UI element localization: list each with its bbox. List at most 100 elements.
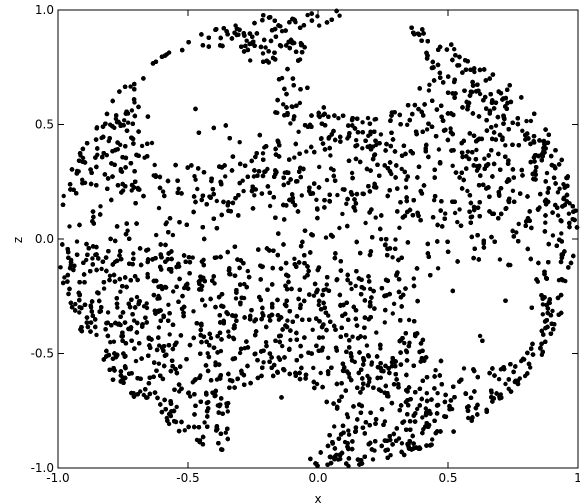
scatter-point <box>466 415 471 421</box>
scatter-point <box>393 237 398 242</box>
scatter-point <box>248 58 253 63</box>
scatter-point <box>133 358 139 364</box>
scatter-point <box>315 14 320 19</box>
scatter-point <box>288 121 293 126</box>
scatter-point <box>94 332 99 338</box>
scatter-point <box>245 268 250 274</box>
scatter-point <box>241 188 246 194</box>
scatter-point <box>261 360 266 365</box>
scatter-point <box>288 337 293 343</box>
scatter-point <box>348 281 353 286</box>
scatter-point <box>424 127 430 132</box>
scatter-point <box>533 168 538 174</box>
scatter-point <box>195 186 200 192</box>
scatter-points <box>58 8 580 469</box>
scatter-point <box>105 310 111 315</box>
scatter-point <box>544 170 550 176</box>
scatter-point <box>337 225 342 231</box>
scatter-point <box>73 301 78 307</box>
scatter-point <box>323 235 329 240</box>
scatter-point <box>520 128 525 133</box>
scatter-point <box>340 211 345 217</box>
scatter-point <box>171 289 176 294</box>
scatter-point <box>406 317 412 323</box>
scatter-point <box>324 282 329 287</box>
scatter-point <box>430 437 435 442</box>
scatter-point <box>58 265 63 270</box>
scatter-point <box>378 375 383 380</box>
scatter-point <box>292 256 297 261</box>
scatter-point <box>160 189 166 194</box>
scatter-point <box>326 355 331 360</box>
scatter-point <box>557 186 562 191</box>
scatter-point <box>436 147 442 152</box>
scatter-point <box>474 147 479 153</box>
scatter-point <box>296 129 301 134</box>
scatter-point <box>108 340 113 345</box>
scatter-point <box>328 153 333 158</box>
scatter-point <box>559 231 564 236</box>
scatter-point <box>244 38 249 43</box>
scatter-point <box>314 381 320 387</box>
scatter-point <box>314 197 319 202</box>
scatter-point <box>514 230 519 235</box>
scatter-point <box>561 182 566 187</box>
scatter-point <box>465 188 470 194</box>
scatter-point <box>455 219 460 225</box>
scatter-point <box>528 365 533 370</box>
scatter-point <box>226 329 231 334</box>
scatter-point <box>318 370 323 376</box>
scatter-point <box>465 149 471 154</box>
scatter-point <box>482 156 487 161</box>
scatter-point <box>402 340 407 346</box>
scatter-point <box>90 256 95 261</box>
scatter-point <box>403 185 409 190</box>
scatter-point <box>80 177 85 182</box>
scatter-point <box>225 409 230 414</box>
scatter-point <box>344 201 349 206</box>
scatter-point <box>543 220 548 225</box>
scatter-point <box>251 174 257 179</box>
scatter-point <box>365 115 371 121</box>
scatter-point <box>174 404 179 410</box>
scatter-point <box>370 457 376 462</box>
scatter-point <box>503 381 508 387</box>
scatter-point <box>360 120 365 125</box>
scatter-point <box>317 114 322 120</box>
scatter-point <box>193 177 198 182</box>
scatter-point <box>260 151 266 156</box>
scatter-point <box>279 29 285 34</box>
scatter-point <box>477 333 483 339</box>
scatter-point <box>316 302 321 308</box>
scatter-point <box>263 340 269 345</box>
scatter-point <box>84 257 89 263</box>
scatter-point <box>311 293 317 298</box>
scatter-point <box>202 420 207 425</box>
scatter-point <box>399 166 404 172</box>
scatter-point <box>372 117 377 122</box>
scatter-point <box>336 116 341 121</box>
scatter-point <box>218 348 224 354</box>
scatter-point <box>285 318 290 323</box>
scatter-point <box>144 305 150 311</box>
scatter-point <box>252 193 257 198</box>
scatter-point <box>524 118 529 124</box>
scatter-point <box>411 276 416 281</box>
scatter-point <box>389 360 395 365</box>
scatter-point <box>292 155 297 160</box>
scatter-point <box>115 305 120 310</box>
scatter-point <box>237 140 242 145</box>
scatter-point <box>152 162 157 168</box>
scatter-point <box>457 207 462 212</box>
scatter-point <box>433 368 438 373</box>
scatter-point <box>378 132 384 137</box>
scatter-point <box>214 198 219 204</box>
scatter-point <box>62 275 67 280</box>
scatter-point <box>156 325 162 330</box>
scatter-point <box>443 211 448 216</box>
scatter-point <box>540 302 546 307</box>
scatter-point <box>242 281 247 287</box>
scatter-point <box>332 424 337 429</box>
scatter-point <box>260 51 266 56</box>
